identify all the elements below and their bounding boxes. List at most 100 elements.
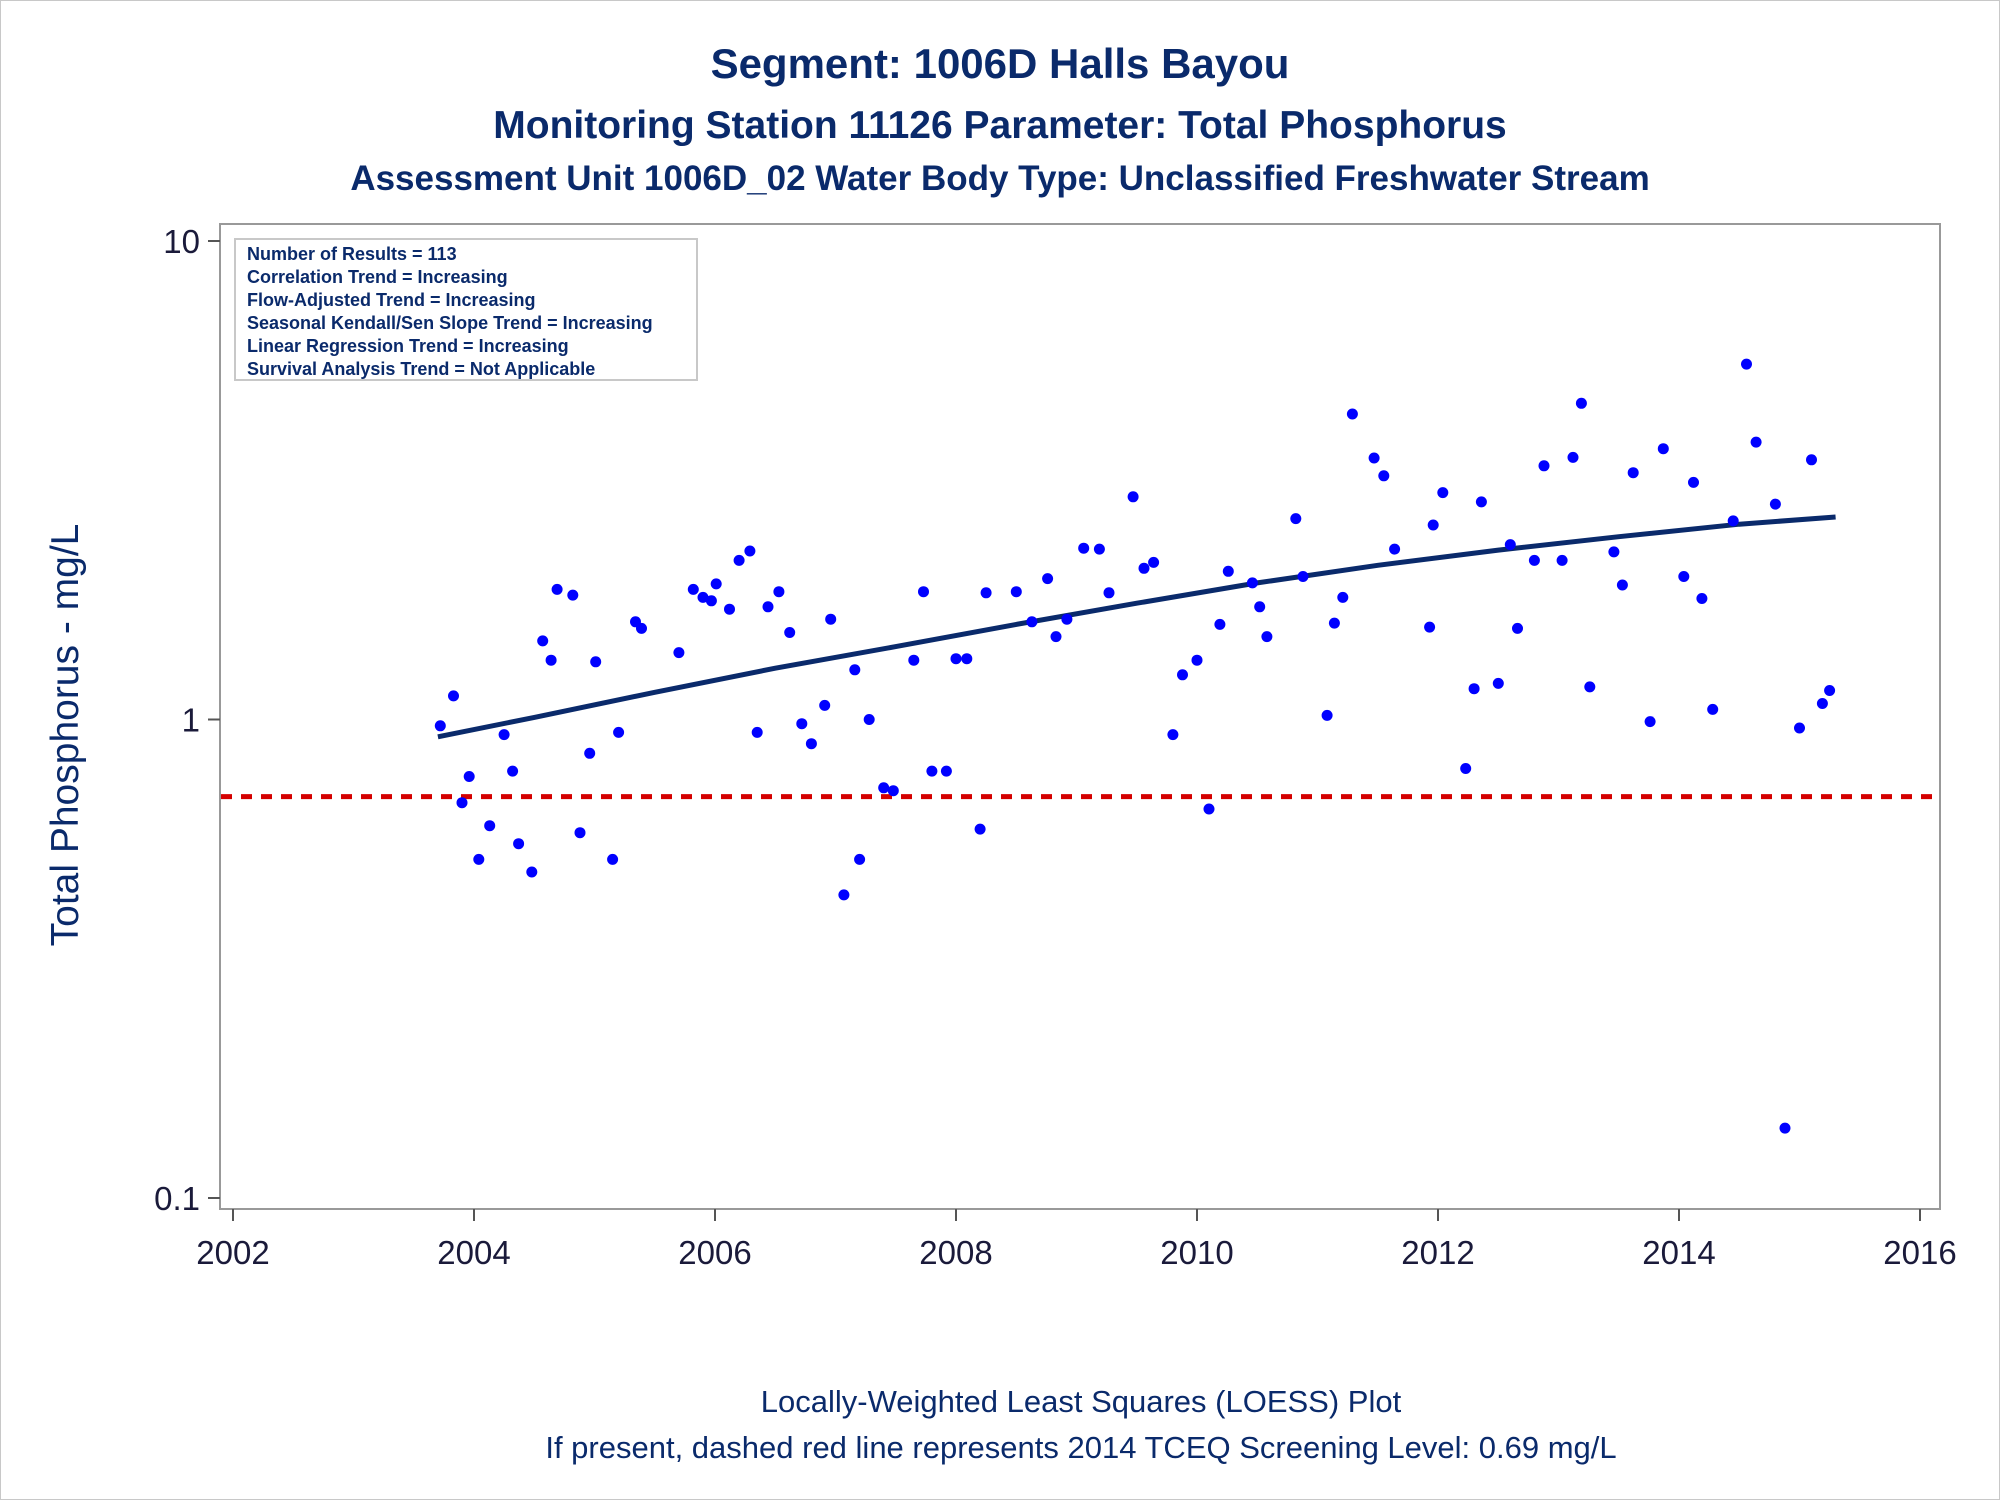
stats-box: Number of Results = 113 Correlation Trend… xyxy=(234,238,698,381)
x-tick-label: 2002 xyxy=(196,1234,269,1271)
data-point xyxy=(1504,539,1516,551)
data-point xyxy=(838,889,850,901)
stats-line: Linear Regression Trend = Increasing xyxy=(247,336,569,356)
data-point xyxy=(980,587,992,599)
data-point xyxy=(1042,573,1054,585)
data-point xyxy=(1627,467,1639,479)
data-point xyxy=(710,578,722,590)
data-point xyxy=(537,635,549,647)
data-point xyxy=(849,664,861,676)
data-point xyxy=(1616,579,1628,591)
data-point xyxy=(526,866,538,878)
data-point xyxy=(1707,703,1719,715)
data-point xyxy=(1061,613,1073,625)
data-point xyxy=(484,820,496,832)
data-point xyxy=(1806,454,1817,466)
data-point xyxy=(1337,591,1349,603)
x-axis: 2002 2004 2006 2008 2010 2012 2014 2016 xyxy=(196,1209,1957,1271)
data-point xyxy=(744,545,756,557)
data-point xyxy=(1127,491,1139,503)
data-point xyxy=(1696,593,1708,604)
data-point xyxy=(1026,616,1038,628)
stats-line: Seasonal Kendall/Sen Slope Trend = Incre… xyxy=(247,313,653,333)
data-point xyxy=(1177,669,1188,681)
data-point xyxy=(687,583,699,595)
data-point xyxy=(1103,587,1115,599)
data-point xyxy=(784,627,796,638)
stats-line: Correlation Trend = Increasing xyxy=(247,267,508,287)
data-point xyxy=(878,782,890,794)
data-point xyxy=(1475,496,1487,508)
data-point xyxy=(1678,571,1690,582)
data-point xyxy=(456,797,468,809)
data-point xyxy=(961,653,973,665)
chart-subtitle-2: Assessment Unit 1006D_02 Water Body Type… xyxy=(350,159,1649,198)
data-point xyxy=(1567,451,1579,463)
data-point xyxy=(473,853,485,865)
data-point xyxy=(613,726,625,738)
data-point xyxy=(1214,618,1226,630)
data-point xyxy=(507,765,519,777)
data-point xyxy=(697,591,709,603)
x-tick-label: 2010 xyxy=(1160,1234,1233,1271)
data-point xyxy=(863,714,875,725)
x-tick-label: 2016 xyxy=(1883,1234,1956,1271)
data-point xyxy=(1368,452,1380,464)
data-point xyxy=(926,765,938,777)
y-axis-label: Total Phosphorus - mg/L xyxy=(44,524,87,947)
data-point xyxy=(1427,519,1439,531)
data-point xyxy=(1727,515,1739,527)
data-point xyxy=(1290,513,1302,525)
data-point xyxy=(513,838,525,850)
data-point xyxy=(1750,436,1762,448)
data-point xyxy=(1167,729,1179,741)
data-points xyxy=(434,358,1836,1134)
data-point xyxy=(567,589,579,601)
data-point xyxy=(1138,562,1150,574)
data-point xyxy=(1261,631,1273,643)
data-point xyxy=(940,765,952,777)
data-point xyxy=(805,738,817,750)
data-point xyxy=(1492,677,1504,689)
data-point xyxy=(918,586,929,598)
data-point xyxy=(1389,543,1401,555)
data-point xyxy=(1093,543,1105,555)
data-point xyxy=(1321,709,1333,721)
y-axis: 0.1 1 10 xyxy=(154,223,220,1217)
data-point xyxy=(1191,654,1203,666)
data-point xyxy=(854,853,866,865)
data-point xyxy=(1657,443,1669,455)
y-tick-label: 0.1 xyxy=(154,1180,200,1217)
data-point xyxy=(1528,554,1540,566)
data-point xyxy=(1468,683,1480,695)
data-point xyxy=(887,785,899,797)
data-point xyxy=(908,654,920,666)
data-point xyxy=(1575,397,1587,409)
footnote-loess: Locally-Weighted Least Squares (LOESS) P… xyxy=(761,1384,1402,1419)
data-point xyxy=(1346,408,1358,420)
data-point xyxy=(1608,546,1620,558)
stats-line: Number of Results = 113 xyxy=(247,244,457,264)
y-tick-label: 10 xyxy=(163,223,200,260)
chart-title: Segment: 1006D Halls Bayou xyxy=(711,40,1290,87)
chart-subtitle: Monitoring Station 11126 Parameter: Tota… xyxy=(493,104,1506,147)
data-point xyxy=(1254,601,1266,613)
data-point xyxy=(1769,498,1781,510)
data-point xyxy=(1644,716,1656,728)
data-point xyxy=(1584,681,1596,693)
data-point xyxy=(733,554,745,566)
plot-marks xyxy=(221,358,1939,1134)
data-point xyxy=(762,601,774,613)
data-point xyxy=(819,699,831,711)
data-point xyxy=(607,853,619,865)
data-point xyxy=(498,729,510,741)
footnote-screening: If present, dashed red line represents 2… xyxy=(545,1430,1616,1465)
x-tick-label: 2008 xyxy=(919,1234,992,1271)
stats-line: Flow-Adjusted Trend = Increasing xyxy=(247,290,536,310)
data-point xyxy=(1078,542,1090,554)
data-point xyxy=(1512,622,1523,634)
x-tick-label: 2012 xyxy=(1401,1234,1474,1271)
data-point xyxy=(1246,577,1258,589)
data-point xyxy=(636,622,647,634)
